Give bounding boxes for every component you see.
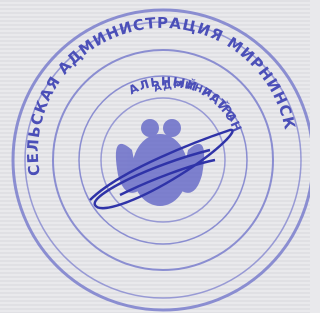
page: СЕЛЬСКАЯ АДМИНИСТРАЦИЯ МИРНИНСКОГО АЛЬНЫ…: [0, 0, 320, 313]
stamp-image: СЕЛЬСКАЯ АДМИНИСТРАЦИЯ МИРНИНСКОГО АЛЬНЫ…: [0, 0, 310, 313]
